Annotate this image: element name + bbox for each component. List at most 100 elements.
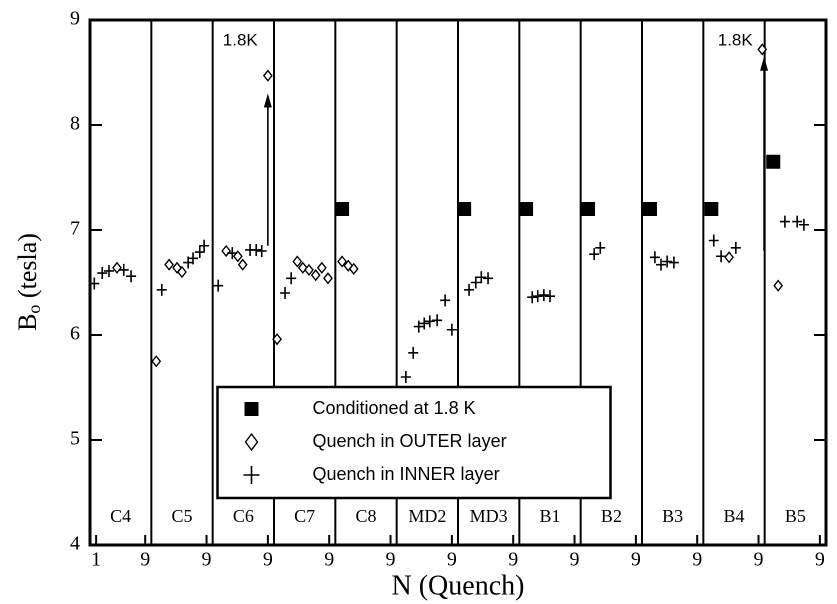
magnet-label: B2 (601, 506, 622, 526)
magnet-label: C7 (294, 506, 315, 526)
plus-marker (213, 279, 224, 292)
plus-marker (251, 243, 262, 256)
plus-marker (97, 267, 108, 280)
magnet-label: B4 (723, 506, 744, 526)
plot-frame (88, 18, 828, 547)
square-marker (519, 202, 534, 216)
plus-marker (188, 252, 199, 265)
diamond-marker (292, 255, 303, 268)
legend-box (216, 385, 612, 500)
diamond-marker (724, 251, 734, 264)
plus-marker (662, 255, 673, 268)
plus-marker (779, 215, 790, 228)
diamond-marker (310, 269, 321, 282)
diamond-marker (348, 262, 359, 275)
plus-marker (440, 294, 451, 307)
plus-marker (545, 290, 555, 303)
magnet-label: C6 (233, 506, 254, 526)
x-tick-label: 9 (263, 549, 273, 571)
square-marker (766, 154, 781, 169)
plus-marker (400, 371, 411, 383)
x-tick-label: 9 (202, 549, 212, 571)
plus-marker (470, 276, 481, 289)
x-tick-label: 9 (324, 549, 334, 571)
plus-marker (798, 218, 809, 231)
x-tick-label: 9 (386, 549, 396, 571)
diamond-marker (757, 43, 768, 56)
plus-marker (708, 234, 719, 247)
plus-marker (792, 215, 803, 228)
plus-marker (256, 245, 267, 257)
y-tick-label: 4 (70, 533, 80, 555)
plus-marker (280, 287, 291, 299)
legend-label: Quench in INNER layer (313, 464, 500, 484)
diamond-marker (297, 261, 308, 274)
diamond-marker (112, 261, 122, 274)
x-tick-label: 9 (570, 549, 580, 571)
plus-marker (227, 247, 238, 260)
y-label-sub: o (24, 305, 44, 314)
plus-marker (589, 248, 600, 261)
plus-marker (595, 241, 606, 254)
plus-marker (446, 323, 457, 336)
magnet-label: MD2 (408, 506, 446, 526)
legend-label: Conditioned at 1.8 K (313, 398, 476, 418)
diamond-marker (244, 432, 259, 452)
diamond-marker (164, 258, 175, 271)
magnet-label: MD3 (470, 506, 508, 526)
x-tick-label: 9 (631, 549, 641, 571)
arrow-head (263, 93, 272, 108)
plus-marker (464, 283, 475, 296)
diamond-marker (237, 258, 248, 271)
legend-label: Quench in OUTER layer (313, 431, 507, 451)
plus-marker (532, 290, 543, 303)
annotation: 1.8K (223, 30, 259, 49)
plus-marker (104, 264, 115, 277)
plus-marker (199, 239, 210, 252)
square-marker (642, 202, 657, 216)
x-tick-label: 9 (447, 549, 457, 571)
plus-marker (424, 315, 435, 328)
square-marker (335, 202, 350, 216)
magnet-label: B3 (662, 506, 683, 526)
magnet-label: C5 (171, 506, 192, 526)
diamond-marker (232, 250, 243, 263)
plus-marker (194, 246, 205, 259)
y-tick-label: 7 (70, 218, 80, 240)
plus-marker (243, 466, 260, 484)
magnet-label: B5 (785, 506, 806, 526)
magnet-label: C4 (110, 506, 131, 526)
x-tick-label: 9 (140, 549, 150, 571)
plus-marker (649, 251, 660, 264)
y-axis-label: Bo (tesla) (13, 233, 44, 331)
x-tick-label: 1 (91, 549, 101, 571)
plus-marker (716, 250, 727, 263)
diamond-marker (177, 265, 187, 279)
diamond-marker (337, 255, 347, 268)
y-tick-label: 6 (70, 323, 80, 345)
magnet-label: C8 (355, 506, 376, 526)
diamond-marker (773, 279, 784, 292)
y-tick-label: 8 (70, 113, 80, 135)
plus-marker (156, 283, 167, 296)
plus-marker (413, 320, 424, 333)
x-tick-label: 9 (508, 549, 518, 571)
x-tick-label: 9 (692, 549, 702, 571)
diamond-marker (221, 244, 232, 258)
x-tick-label: 9 (815, 549, 825, 571)
square-marker (704, 202, 719, 216)
x-tick-label: 9 (754, 549, 764, 571)
y-label-rest: (tesla) (13, 233, 42, 304)
square-marker (457, 202, 472, 216)
plus-marker (419, 317, 430, 330)
square-marker (244, 402, 259, 416)
plus-marker (730, 241, 741, 254)
plus-marker (286, 272, 297, 285)
plus-marker (483, 272, 494, 285)
annotation: 1.8K (718, 30, 754, 49)
plus-marker (476, 271, 487, 284)
y-label-main: B (13, 314, 42, 331)
plus-marker (126, 270, 137, 283)
